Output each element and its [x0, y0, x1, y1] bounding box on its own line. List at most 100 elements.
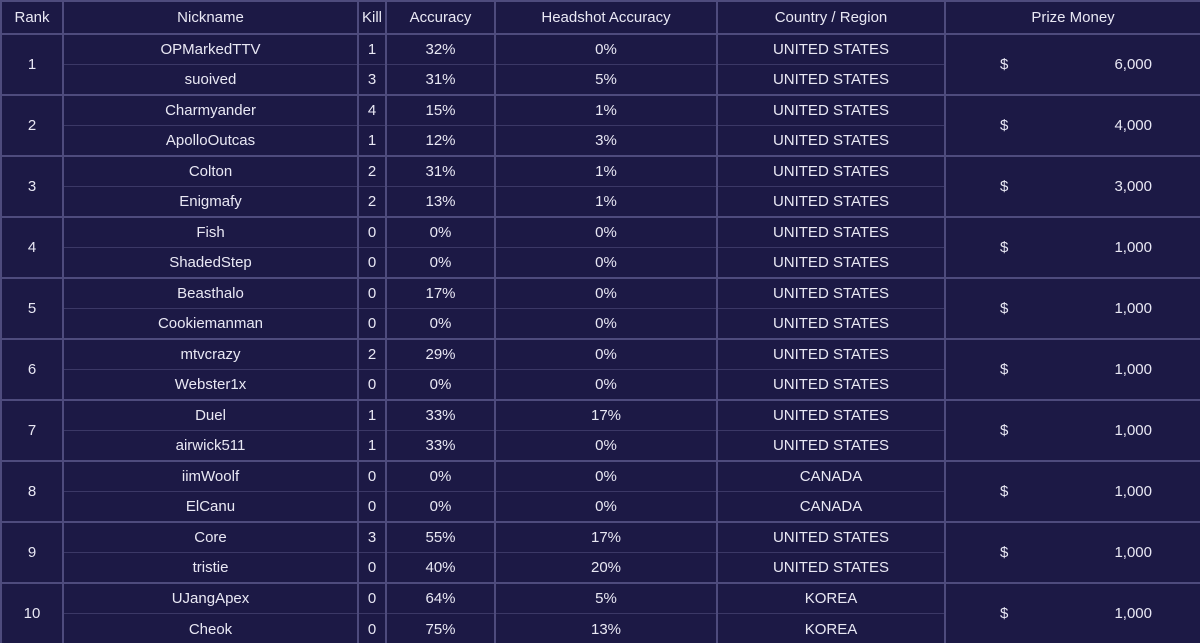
headshot-accuracy-cell: 0%	[494, 247, 718, 279]
currency-symbol: $	[1000, 178, 1009, 195]
prize-amount: 1,000	[1114, 483, 1152, 500]
country-cell: UNITED STATES	[716, 338, 946, 370]
prize-value: $1,000	[947, 537, 1199, 568]
player-row: Cheok 0 75% 13% KOREA	[1, 613, 1200, 643]
country-cell: CANADA	[716, 491, 946, 523]
country-cell: KOREA	[716, 582, 946, 614]
accuracy-cell: 40%	[385, 552, 496, 584]
nickname-cell: OPMarkedTTV	[62, 33, 359, 65]
currency-symbol: $	[1000, 605, 1009, 622]
rank-value: 9	[27, 544, 37, 561]
nickname-cell: iimWoolf	[62, 460, 359, 492]
prize-value: $1,000	[947, 354, 1199, 385]
headshot-accuracy-cell: 5%	[494, 582, 718, 614]
headshot-accuracy-cell: 0%	[494, 277, 718, 309]
nickname-cell: ApolloOutcas	[62, 125, 359, 157]
prize-amount: 1,000	[1114, 544, 1152, 561]
headshot-accuracy-cell: 13%	[494, 613, 718, 643]
prize-amount: 1,000	[1114, 422, 1152, 439]
headshot-accuracy-cell: 1%	[494, 186, 718, 218]
kill-cell: 4	[357, 94, 387, 126]
headshot-accuracy-cell: 1%	[494, 94, 718, 126]
country-cell: UNITED STATES	[716, 247, 946, 279]
rank-value: 3	[27, 178, 37, 195]
country-cell: UNITED STATES	[716, 308, 946, 340]
nickname-cell: Fish	[62, 216, 359, 248]
nickname-cell: Enigmafy	[62, 186, 359, 218]
kill-cell: 0	[357, 369, 387, 401]
accuracy-cell: 55%	[385, 521, 496, 553]
headshot-accuracy-cell: 1%	[494, 155, 718, 187]
headshot-accuracy-cell: 3%	[494, 125, 718, 157]
headshot-accuracy-cell: 0%	[494, 430, 718, 462]
rank-cell: 1	[0, 33, 64, 96]
country-cell: CANADA	[716, 460, 946, 492]
headshot-accuracy-cell: 0%	[494, 491, 718, 523]
prize-amount: 1,000	[1114, 361, 1152, 378]
headshot-accuracy-cell: 17%	[494, 521, 718, 553]
prize-value: $6,000	[947, 49, 1199, 80]
accuracy-cell: 0%	[385, 491, 496, 523]
country-cell: KOREA	[716, 613, 946, 643]
kill-cell: 1	[357, 33, 387, 65]
rank-cell: 3	[0, 155, 64, 218]
table-body: 1 OPMarkedTTV 1 32% 0% UNITED STATES $6,000 suo…	[0, 33, 1200, 643]
accuracy-cell: 0%	[385, 247, 496, 279]
kill-cell: 0	[357, 216, 387, 248]
kill-cell: 1	[357, 125, 387, 157]
headshot-accuracy-cell: 0%	[494, 369, 718, 401]
nickname-cell: Cookiemanman	[62, 308, 359, 340]
accuracy-cell: 15%	[385, 94, 496, 126]
country-cell: UNITED STATES	[716, 125, 946, 157]
accuracy-cell: 33%	[385, 399, 496, 431]
rank-cell: 9	[0, 521, 64, 584]
nickname-cell: mtvcrazy	[62, 338, 359, 370]
currency-symbol: $	[1000, 422, 1009, 439]
currency-symbol: $	[1000, 300, 1009, 317]
accuracy-cell: 64%	[385, 582, 496, 614]
country-cell: UNITED STATES	[716, 64, 946, 96]
header-prize-money: Prize Money	[944, 0, 1200, 35]
nickname-cell: Core	[62, 521, 359, 553]
headshot-accuracy-cell: 5%	[494, 64, 718, 96]
nickname-cell: tristie	[62, 552, 359, 584]
headshot-accuracy-cell: 0%	[494, 308, 718, 340]
rank-cell: 10	[0, 582, 64, 643]
country-cell: UNITED STATES	[716, 155, 946, 187]
headshot-accuracy-cell: 0%	[494, 338, 718, 370]
accuracy-cell: 0%	[385, 308, 496, 340]
nickname-cell: Beasthalo	[62, 277, 359, 309]
currency-symbol: $	[1000, 239, 1009, 256]
currency-symbol: $	[1000, 117, 1009, 134]
accuracy-cell: 17%	[385, 277, 496, 309]
accuracy-cell: 0%	[385, 460, 496, 492]
nickname-cell: Colton	[62, 155, 359, 187]
rank-value: 2	[27, 117, 37, 134]
rank-cell: 6	[0, 338, 64, 401]
nickname-cell: airwick511	[62, 430, 359, 462]
nickname-cell: Duel	[62, 399, 359, 431]
rank-value: 1	[27, 56, 37, 73]
rank-value: 5	[27, 300, 37, 317]
prize-amount: 4,000	[1114, 117, 1152, 134]
country-cell: UNITED STATES	[716, 216, 946, 248]
rank-value: 6	[27, 361, 37, 378]
country-cell: UNITED STATES	[716, 552, 946, 584]
kill-cell: 2	[357, 186, 387, 218]
currency-symbol: $	[1000, 361, 1009, 378]
accuracy-cell: 31%	[385, 64, 496, 96]
kill-cell: 0	[357, 247, 387, 279]
country-cell: UNITED STATES	[716, 521, 946, 553]
kill-cell: 0	[357, 582, 387, 614]
accuracy-cell: 29%	[385, 338, 496, 370]
currency-symbol: $	[1000, 483, 1009, 500]
nickname-cell: Webster1x	[62, 369, 359, 401]
country-cell: UNITED STATES	[716, 399, 946, 431]
kill-cell: 0	[357, 277, 387, 309]
prize-value: $1,000	[947, 476, 1199, 507]
rank-cell: 7	[0, 399, 64, 462]
currency-symbol: $	[1000, 544, 1009, 561]
rank-value: 4	[27, 239, 37, 256]
player-row: Enigmafy 2 13% 1% UNITED STATES	[1, 186, 1200, 218]
player-row: 1 OPMarkedTTV 1 32% 0% UNITED STATES $6,000	[0, 33, 1200, 96]
